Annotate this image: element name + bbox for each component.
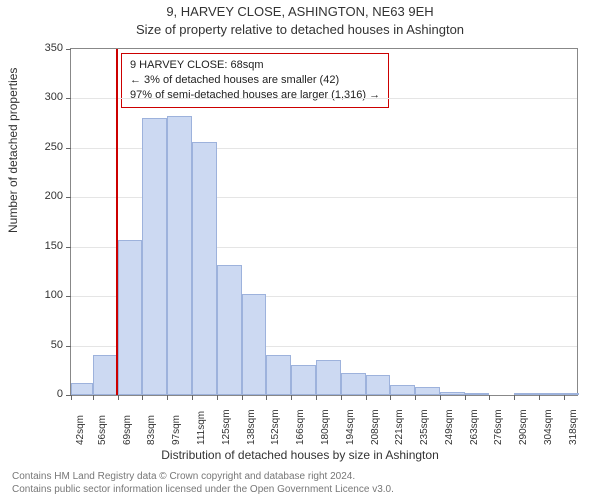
histogram-bar bbox=[118, 240, 142, 395]
histogram-bar bbox=[192, 142, 217, 395]
histogram-bar bbox=[465, 393, 489, 395]
histogram-bar bbox=[366, 375, 390, 395]
histogram-bar bbox=[316, 360, 341, 395]
plot-area: 9 HARVEY CLOSE: 68sqm← 3% of detached ho… bbox=[70, 48, 578, 396]
info-box-line: 9 HARVEY CLOSE: 68sqm bbox=[130, 58, 380, 73]
histogram-bar bbox=[71, 383, 93, 395]
chart-container: 9, HARVEY CLOSE, ASHINGTON, NE63 9EH Siz… bbox=[0, 0, 600, 500]
footer-line-1: Contains HM Land Registry data © Crown c… bbox=[12, 471, 355, 482]
histogram-bar bbox=[291, 365, 316, 395]
histogram-bar bbox=[242, 294, 266, 395]
title-line-1: 9, HARVEY CLOSE, ASHINGTON, NE63 9EH bbox=[0, 4, 600, 19]
histogram-bar bbox=[167, 116, 192, 395]
histogram-bar bbox=[440, 392, 465, 395]
histogram-bar bbox=[93, 355, 118, 395]
histogram-bar bbox=[341, 373, 366, 395]
histogram-bar bbox=[266, 355, 291, 395]
info-box-line: ← 3% of detached houses are smaller (42) bbox=[130, 73, 380, 88]
histogram-bar bbox=[217, 265, 242, 395]
gridline bbox=[71, 98, 577, 99]
title-line-2: Size of property relative to detached ho… bbox=[0, 22, 600, 37]
histogram-bar bbox=[142, 118, 167, 395]
x-axis-label: Distribution of detached houses by size … bbox=[0, 448, 600, 462]
histogram-bar bbox=[539, 393, 564, 395]
property-marker-line bbox=[116, 49, 118, 395]
histogram-bar bbox=[564, 393, 579, 395]
footer-line-2: Contains public sector information licen… bbox=[12, 484, 394, 495]
histogram-bar bbox=[415, 387, 440, 395]
info-box-line: 97% of semi-detached houses are larger (… bbox=[130, 88, 380, 103]
histogram-bar bbox=[390, 385, 415, 395]
y-axis-label: Number of detached properties bbox=[6, 68, 20, 233]
histogram-bar bbox=[514, 393, 539, 395]
footer-attribution: Contains HM Land Registry data © Crown c… bbox=[12, 471, 588, 496]
